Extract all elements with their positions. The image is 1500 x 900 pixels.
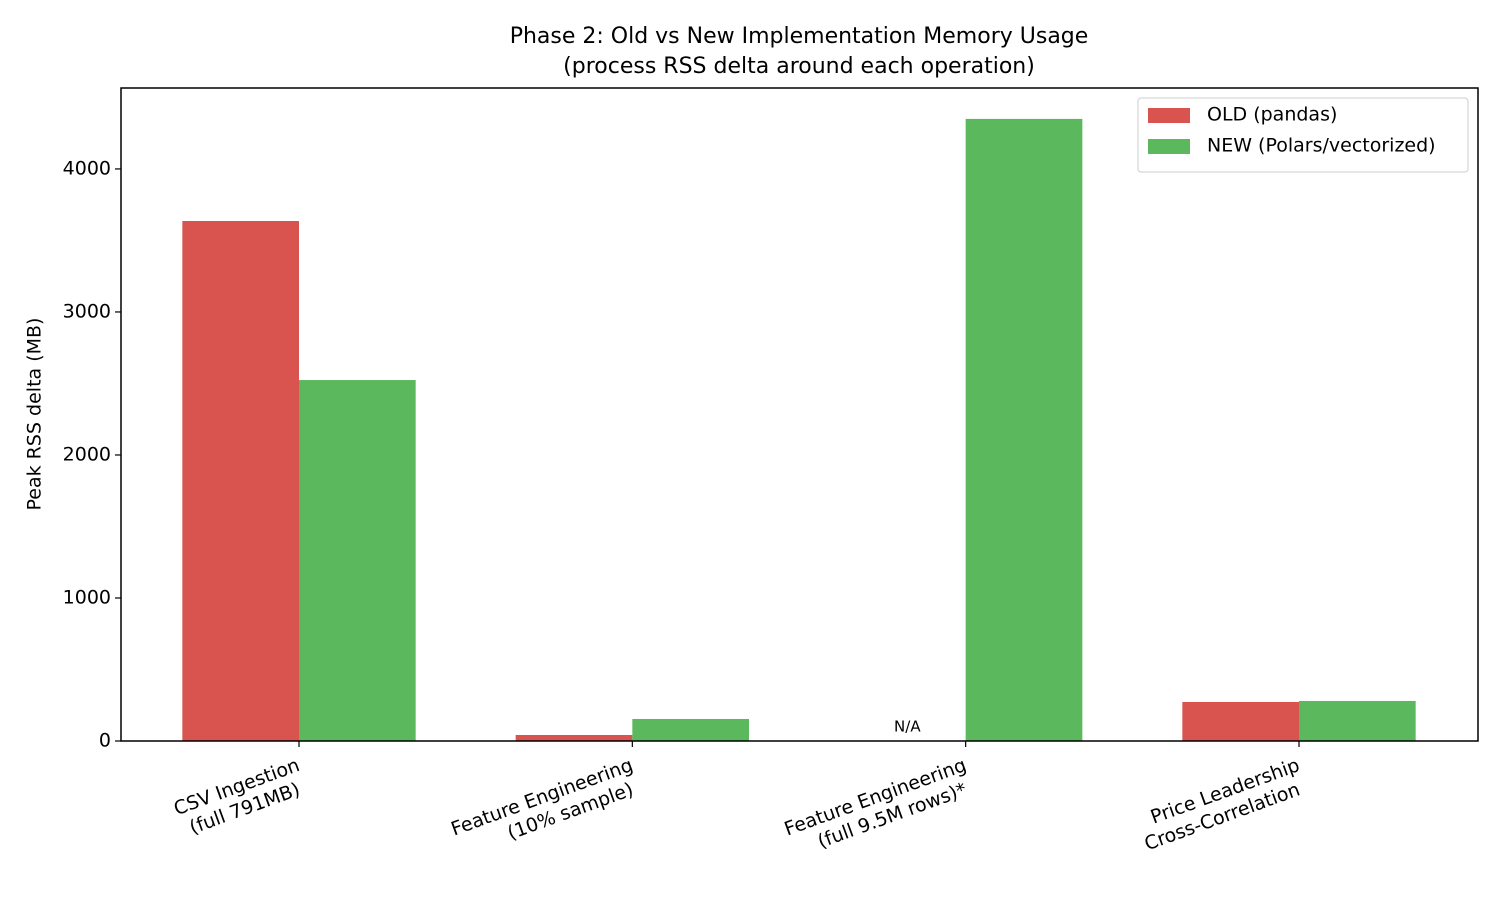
bar <box>1299 700 1416 741</box>
bar <box>632 718 749 741</box>
y-tick-label: 3000 <box>63 300 111 322</box>
legend-swatch <box>1148 108 1190 123</box>
y-tick-label: 1000 <box>63 586 111 608</box>
y-tick-label: 4000 <box>63 157 111 179</box>
chart-subtitle: (process RSS delta around each operation… <box>563 54 1035 79</box>
bar <box>182 221 299 741</box>
bar <box>515 734 633 741</box>
bar <box>299 380 416 741</box>
legend-label: NEW (Polars/vectorized) <box>1207 135 1436 157</box>
x-tick-label: CSV Ingestion(full 791MB) <box>171 754 303 839</box>
bar <box>965 118 1083 741</box>
legend-label: OLD (pandas) <box>1207 104 1337 126</box>
y-axis-label: Peak RSS delta (MB) <box>24 318 46 511</box>
legend-box <box>1137 97 1469 173</box>
x-tick-label: Feature Engineering(10% sample) <box>448 754 636 844</box>
legend: OLD (pandas) NEW (Polars/vectorized) <box>1137 97 1469 173</box>
y-tick-label: 0 <box>99 730 111 752</box>
chart-title: Phase 2: Old vs New Implementation Memor… <box>510 24 1089 49</box>
plot-frame <box>120 87 1479 742</box>
legend-swatch <box>1148 139 1190 154</box>
y-tick-label: 2000 <box>63 443 111 465</box>
bar <box>1182 701 1299 741</box>
x-tick-label: Feature Engineering(full 9.5M rows)* <box>781 754 969 853</box>
value-label: N/A <box>894 718 921 736</box>
